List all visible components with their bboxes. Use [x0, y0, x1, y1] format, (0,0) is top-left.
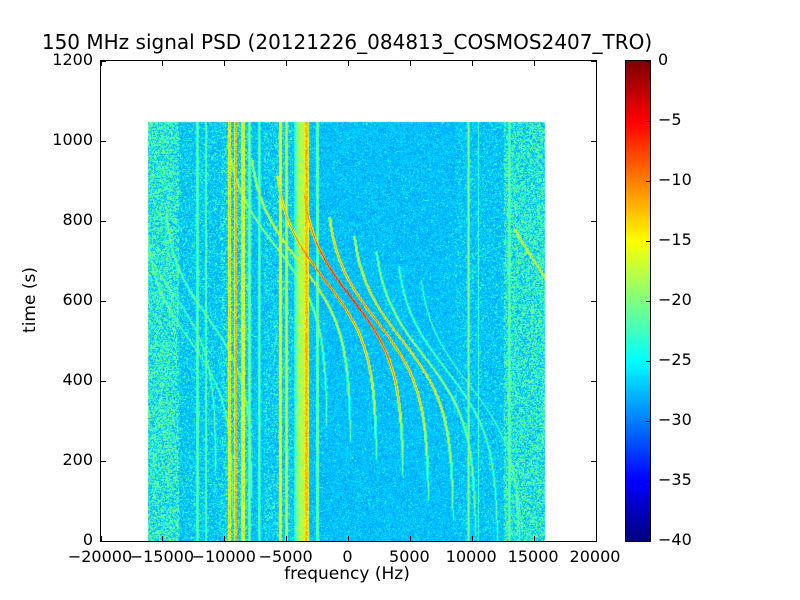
x-tick — [224, 61, 226, 66]
x-tick — [595, 61, 596, 66]
y-tick — [101, 61, 106, 62]
x-tick — [286, 61, 288, 66]
colorbar-tick-label: −40 — [658, 530, 692, 549]
colorbar-tick-label: −15 — [658, 230, 692, 249]
y-tick-label: 200 — [62, 450, 93, 469]
colorbar-tick — [646, 480, 650, 482]
colorbar-tick — [646, 180, 650, 182]
x-tick — [348, 536, 349, 541]
y-tick-label: 0 — [82, 530, 93, 549]
x-tick — [162, 61, 164, 66]
y-tick — [591, 460, 596, 462]
x-tick-label: 0 — [342, 547, 353, 566]
plot-area — [100, 60, 597, 542]
y-tick — [101, 380, 106, 382]
x-tick — [348, 61, 349, 66]
x-tick — [595, 536, 596, 541]
colorbar-tick-label: −35 — [658, 470, 692, 489]
y-tick — [101, 220, 106, 222]
colorbar-tick-label: −25 — [658, 350, 692, 369]
y-tick — [101, 540, 106, 541]
colorbar-tick — [646, 120, 650, 122]
colorbar — [625, 60, 651, 542]
y-tick — [591, 540, 596, 541]
x-tick-label: 10000 — [445, 547, 497, 566]
y-tick-label: 800 — [62, 210, 93, 229]
x-tick — [101, 61, 102, 66]
x-tick-label: 15000 — [507, 547, 559, 566]
x-tick — [162, 536, 164, 541]
spectrogram-canvas — [101, 61, 596, 541]
chart-title: 150 MHz signal PSD (20121226_084813_COSM… — [41, 30, 653, 54]
y-tick — [591, 140, 596, 142]
y-tick — [591, 380, 596, 382]
colorbar-tick-label: −10 — [658, 170, 692, 189]
y-tick — [101, 460, 106, 462]
colorbar-tick-label: 0 — [658, 50, 669, 69]
y-tick — [101, 300, 106, 302]
y-tick — [591, 220, 596, 222]
colorbar-tick-label: −30 — [658, 410, 692, 429]
y-tick — [591, 61, 596, 62]
x-tick-label: −10000 — [191, 547, 256, 566]
y-tick-label: 1000 — [52, 130, 93, 149]
x-tick — [409, 61, 411, 66]
x-tick — [101, 536, 102, 541]
colorbar-tick — [646, 60, 650, 62]
x-tick-label: −5000 — [258, 547, 313, 566]
colorbar-tick-label: −5 — [658, 110, 682, 129]
y-tick — [591, 300, 596, 302]
colorbar-tick — [646, 300, 650, 302]
colorbar-tick-label: −20 — [658, 290, 692, 309]
x-tick — [533, 61, 535, 66]
y-tick-label: 400 — [62, 370, 93, 389]
x-tick-label: 5000 — [389, 547, 430, 566]
colorbar-tick — [646, 240, 650, 242]
x-tick — [286, 536, 288, 541]
y-tick — [101, 140, 106, 142]
colorbar-tick — [646, 360, 650, 362]
colorbar-tick — [646, 420, 650, 422]
y-tick-label: 600 — [62, 290, 93, 309]
x-tick-label: 20000 — [569, 547, 621, 566]
y-tick-label: 1200 — [52, 50, 93, 69]
x-tick — [409, 536, 411, 541]
x-tick — [533, 536, 535, 541]
x-axis-label: frequency (Hz) — [284, 564, 410, 584]
x-tick-label: −15000 — [129, 547, 195, 566]
x-tick — [471, 61, 473, 66]
x-tick — [471, 536, 473, 541]
x-tick-label: −20000 — [67, 547, 133, 566]
colorbar-tick — [646, 540, 650, 542]
x-tick — [224, 536, 226, 541]
